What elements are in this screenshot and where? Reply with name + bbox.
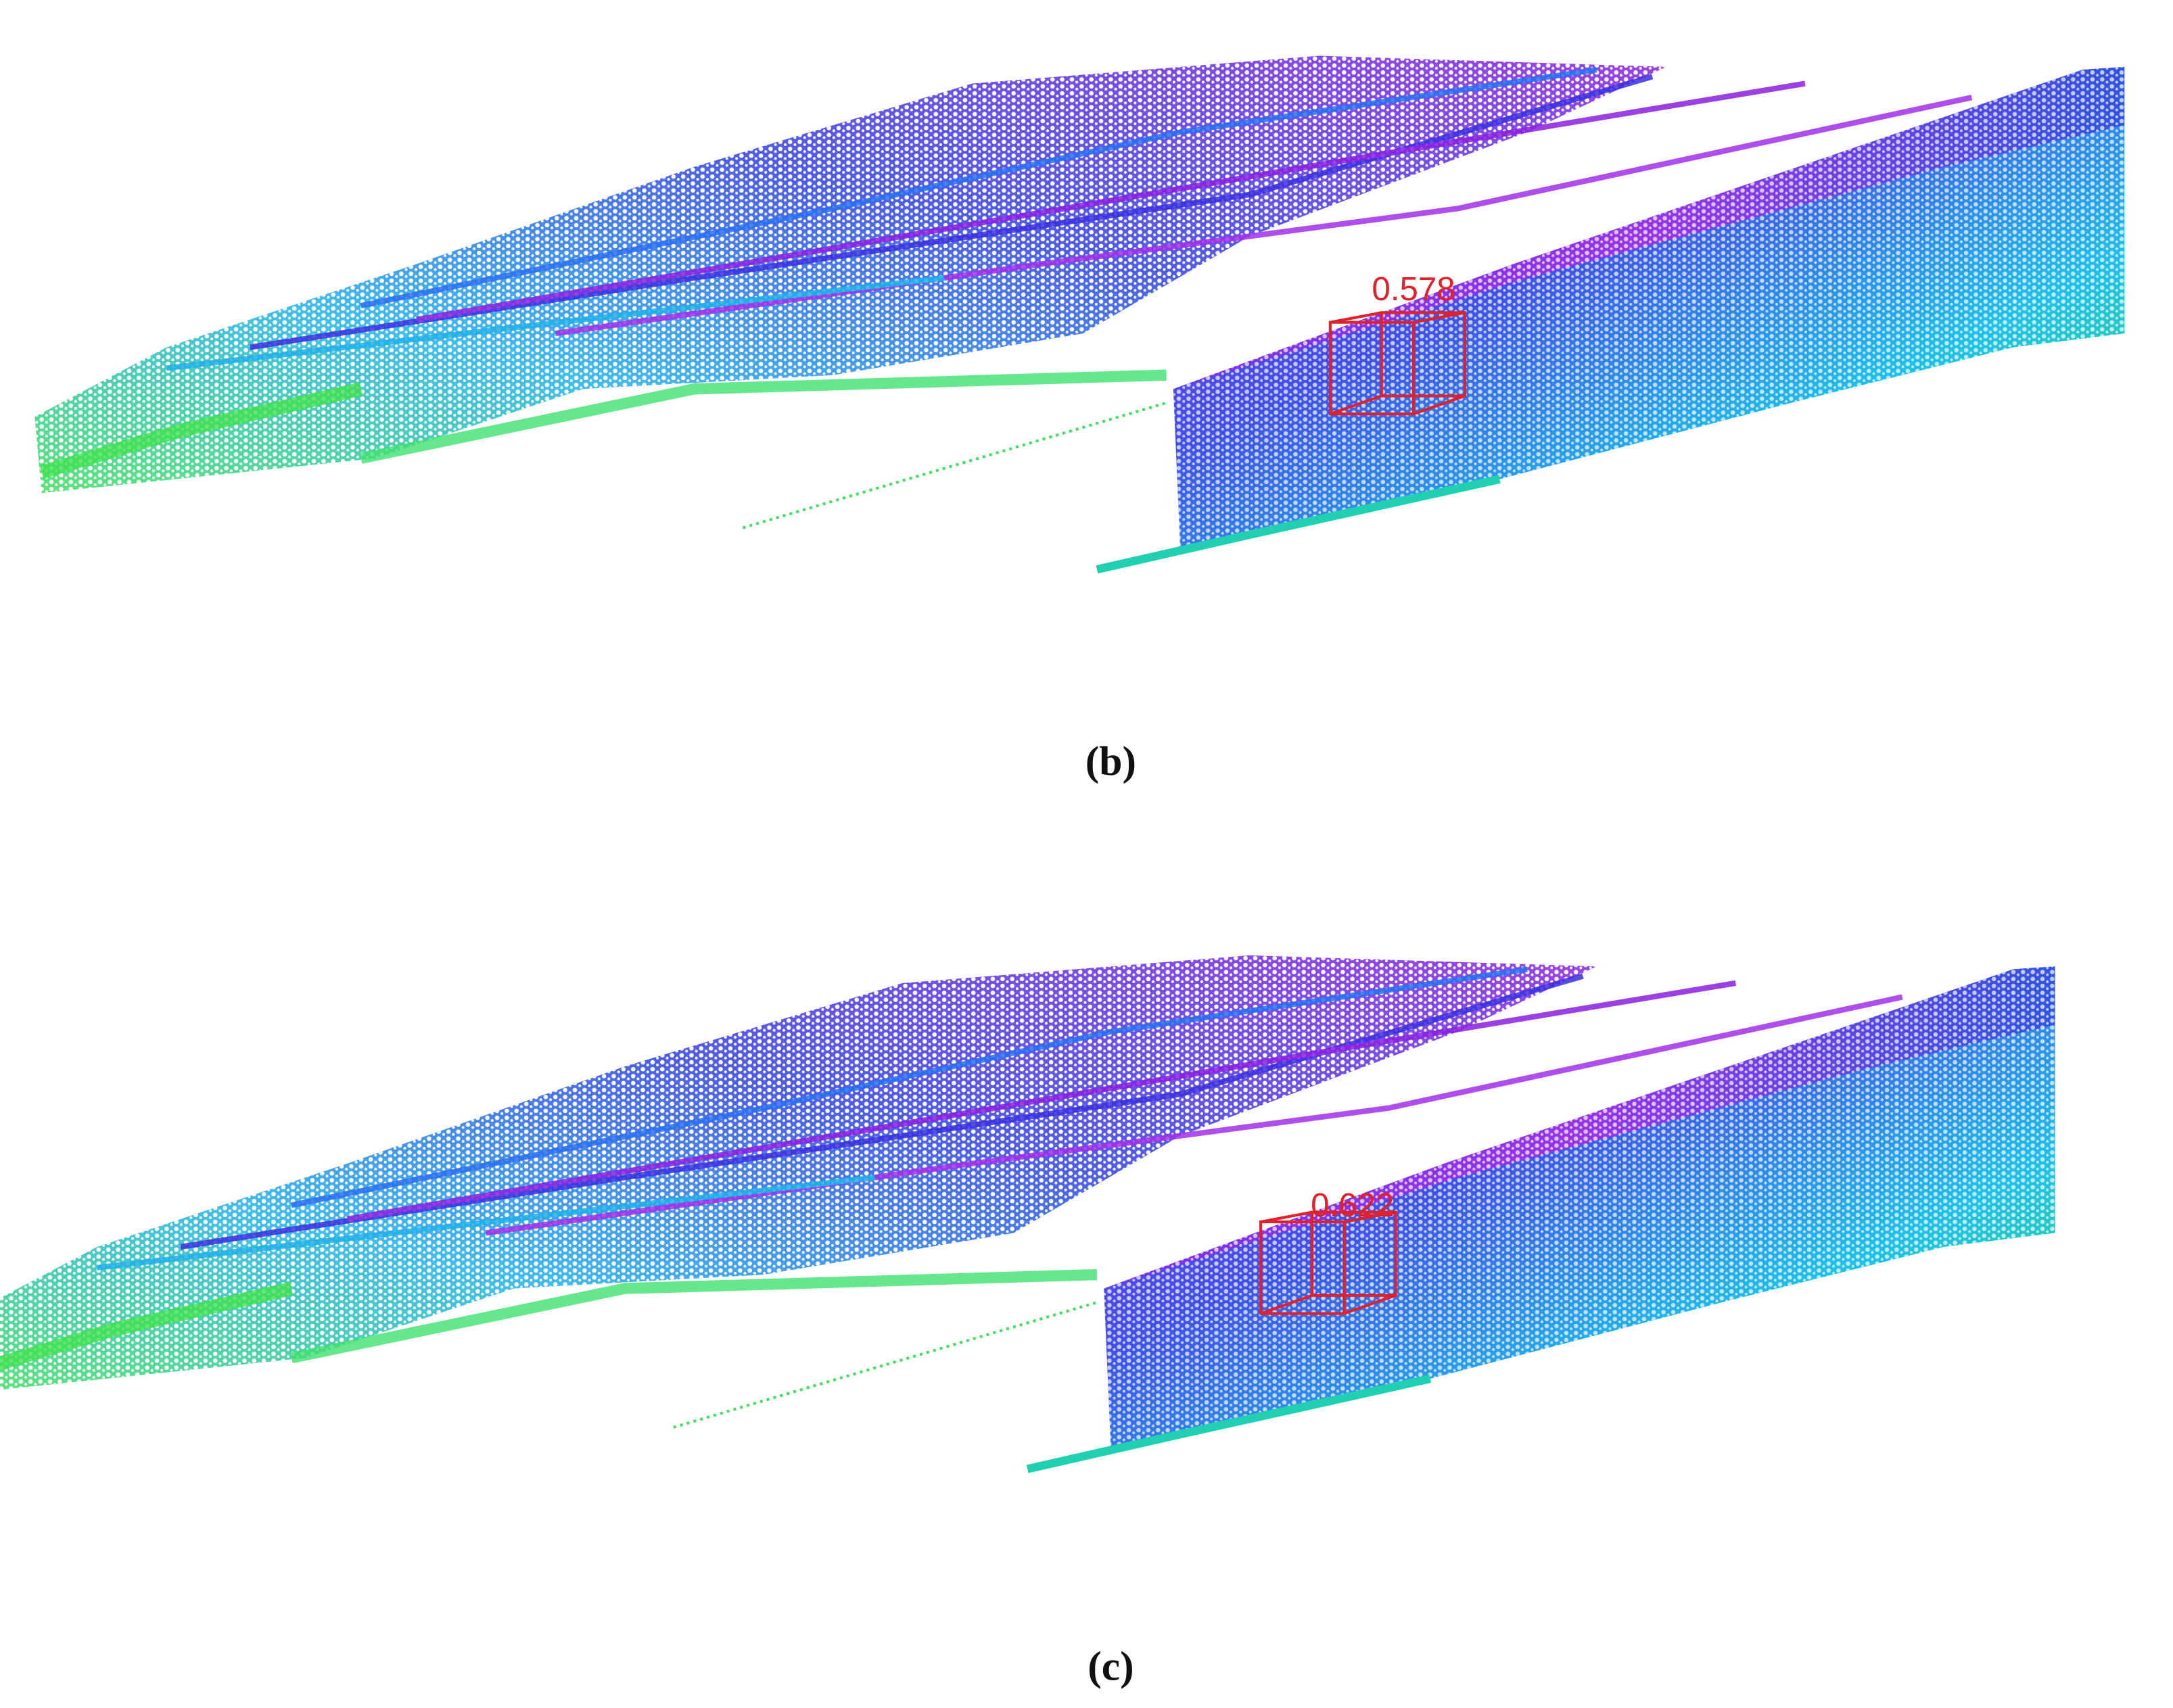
point-cloud <box>34 56 2124 570</box>
box-score: 0.578 <box>1372 270 1455 308</box>
panel-caption: (b) <box>1085 738 1136 784</box>
point-cloud <box>0 955 2055 1469</box>
panel-caption: (c) <box>1088 1644 1134 1690</box>
box-score: 0.622 <box>1311 1187 1394 1224</box>
